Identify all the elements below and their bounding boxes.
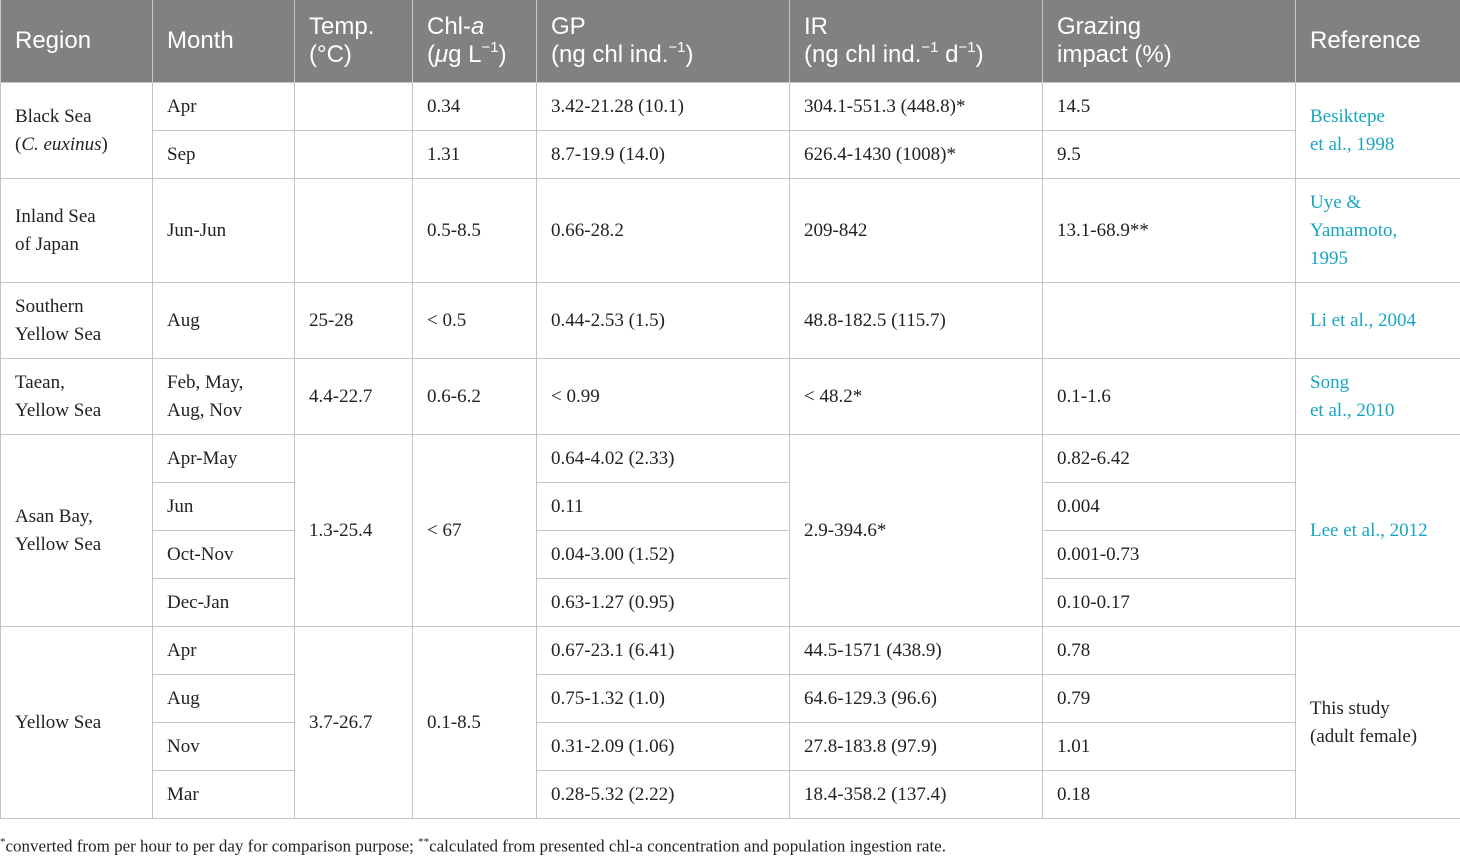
grazing-impact-cell: 0.10-0.17 — [1042, 578, 1296, 627]
month-cell: Jun-Jun — [152, 178, 295, 283]
month-cell: Apr — [152, 82, 295, 131]
reference-link[interactable]: Song et al., 2010 — [1295, 358, 1460, 435]
header-gp: GP (ng chl ind.−1) — [536, 0, 790, 83]
table-row: Yellow Sea Apr 3.7-26.7 0.1-8.5 0.67-23.… — [0, 626, 1460, 819]
month-cell: Nov — [152, 722, 295, 771]
grazing-impact-cell: 0.82-6.42 — [1042, 434, 1296, 483]
grazing-impact-cell: 9.5 — [1042, 130, 1296, 179]
month-cell: Sep — [152, 130, 295, 179]
ir-cell: < 48.2* — [789, 358, 1043, 435]
region-cell: Black Sea (C. euxinus) — [0, 82, 153, 179]
reference-cell: This study (adult female) — [1295, 626, 1460, 819]
temp-cell: 3.7-26.7 — [294, 626, 413, 819]
ir-cell: 48.8-182.5 (115.7) — [789, 282, 1043, 359]
table-row: Asan Bay, Yellow Sea Apr-May 1.3-25.4 < 6… — [0, 434, 1460, 627]
header-grazing-impact: Grazing impact (%) — [1042, 0, 1296, 83]
month-cell: Aug — [152, 674, 295, 723]
temp-cell: 4.4-22.7 — [294, 358, 413, 435]
header-month: Month — [152, 0, 295, 83]
temp-cell — [294, 130, 413, 179]
grazing-impact-cell — [1042, 282, 1296, 359]
month-cell: Dec-Jan — [152, 578, 295, 627]
table-row: Aug 0.75-1.32 (1.0) 64.6-129.3 (96.6) 0.… — [1, 674, 1460, 723]
header-row: Region Month Temp. (°C) Chl-a (μg L−1) GP(… — [0, 0, 1460, 83]
table-row: Dec-Jan 0.63-1.27 (0.95) 0.10-0.17 — [1, 578, 1460, 627]
gp-cell: 0.67-23.1 (6.41) — [536, 626, 790, 675]
chla-cell: < 0.5 — [412, 282, 537, 359]
gp-cell: 0.04-3.00 (1.52) — [536, 530, 790, 579]
chla-cell: 0.34 — [412, 82, 537, 131]
gp-cell: 0.75-1.32 (1.0) — [536, 674, 790, 723]
ir-cell: 64.6-129.3 (96.6) — [789, 674, 1043, 723]
gp-cell: < 0.99 — [536, 358, 790, 435]
ir-cell: 304.1-551.3 (448.8)* — [789, 82, 1043, 131]
temp-cell: 1.3-25.4 — [294, 434, 413, 627]
table-row: Jun 0.11 0.004 — [1, 482, 1460, 531]
region-cell: Inland Sea of Japan — [0, 178, 153, 283]
ir-cell: 2.9-394.6* — [789, 434, 1043, 627]
grazing-impact-cell: 14.5 — [1042, 82, 1296, 131]
region-cell: Yellow Sea — [0, 626, 153, 819]
chla-cell: 1.31 — [412, 130, 537, 179]
header-temp: Temp. (°C) — [294, 0, 413, 83]
gp-cell: 0.63-1.27 (0.95) — [536, 578, 790, 627]
month-cell: Aug — [152, 282, 295, 359]
temp-cell: 25-28 — [294, 282, 413, 359]
gp-cell: 0.66-28.2 — [536, 178, 790, 283]
grazing-impact-cell: 1.01 — [1042, 722, 1296, 771]
gp-cell: 0.11 — [536, 482, 790, 531]
table-row: Oct-Nov 0.04-3.00 (1.52) 0.001-0.73 — [1, 530, 1460, 579]
gp-cell: 0.64-4.02 (2.33) — [536, 434, 790, 483]
month-cell: Oct-Nov — [152, 530, 295, 579]
grazing-impact-cell: 0.004 — [1042, 482, 1296, 531]
chla-cell: 0.1-8.5 — [412, 626, 537, 819]
grazing-impact-cell: 0.001-0.73 — [1042, 530, 1296, 579]
gp-cell: 0.44-2.53 (1.5) — [536, 282, 790, 359]
month-cell: Mar — [152, 770, 295, 819]
month-cell: Jun — [152, 482, 295, 531]
month-cell: Apr-May — [152, 434, 295, 483]
reference-link[interactable]: Uye & Yamamoto, 1995 — [1295, 178, 1460, 283]
header-ir: IR (ng chl ind.−1 d−1) — [789, 0, 1043, 83]
temp-cell — [294, 178, 413, 283]
month-cell: Feb, May, Aug, Nov — [152, 358, 295, 435]
table-row: Mar 0.28-5.32 (2.22) 18.4-358.2 (137.4) … — [1, 770, 1460, 819]
grazing-impact-cell: 13.1-68.9** — [1042, 178, 1296, 283]
grazing-impact-cell: 0.79 — [1042, 674, 1296, 723]
chla-cell: 0.6-6.2 — [412, 358, 537, 435]
table-row: Inland Sea of Japan Jun-Jun 0.5-8.5 0.66-… — [0, 178, 1460, 283]
gp-cell: 0.31-2.09 (1.06) — [536, 722, 790, 771]
gp-cell: 3.42-21.28 (10.1) — [536, 82, 790, 131]
temp-cell — [294, 82, 413, 131]
ir-cell: 27.8-183.8 (97.9) — [789, 722, 1043, 771]
ir-cell: 44.5-1571 (438.9) — [789, 626, 1043, 675]
chla-cell: < 67 — [412, 434, 537, 627]
month-cell: Apr — [152, 626, 295, 675]
grazing-impact-cell: 0.78 — [1042, 626, 1296, 675]
table-row: Black Sea (C. euxinus) Apr 0.34 3.42-21.2… — [0, 82, 1460, 179]
region-cell: Asan Bay, Yellow Sea — [0, 434, 153, 627]
grazing-impact-cell: 0.18 — [1042, 770, 1296, 819]
table-row: Taean, Yellow Sea Feb, May, Aug, Nov 4.4-2… — [0, 358, 1460, 435]
table-row: Southern Yellow Sea Aug 25-28 < 0.5 0.44-… — [0, 282, 1460, 359]
region-cell: Southern Yellow Sea — [0, 282, 153, 359]
comparison-table: Region Month Temp. (°C) Chl-a (μg L−1) GP(… — [0, 0, 1460, 819]
ir-cell: 18.4-358.2 (137.4) — [789, 770, 1043, 819]
ir-cell: 626.4-1430 (1008)* — [789, 130, 1043, 179]
reference-link[interactable]: Lee et al., 2012 — [1295, 434, 1460, 627]
region-cell: Taean, Yellow Sea — [0, 358, 153, 435]
table-row: Nov 0.31-2.09 (1.06) 27.8-183.8 (97.9) 1… — [1, 722, 1460, 771]
grazing-impact-cell: 0.1-1.6 — [1042, 358, 1296, 435]
table-footnote: *converted from per hour to per day for … — [0, 836, 946, 856]
header-region: Region — [0, 0, 153, 83]
reference-link[interactable]: Li et al., 2004 — [1295, 282, 1460, 359]
reference-link[interactable]: Besiktepe et al., 1998 — [1295, 82, 1460, 179]
header-reference: Reference — [1295, 0, 1460, 83]
ir-cell: 209-842 — [789, 178, 1043, 283]
gp-cell: 0.28-5.32 (2.22) — [536, 770, 790, 819]
gp-cell: 8.7-19.9 (14.0) — [536, 130, 790, 179]
table-row: Sep 1.31 8.7-19.9 (14.0) 626.4-1430 (100… — [1, 130, 1460, 179]
header-chla: Chl-a (μg L−1) — [412, 0, 537, 83]
chla-cell: 0.5-8.5 — [412, 178, 537, 283]
